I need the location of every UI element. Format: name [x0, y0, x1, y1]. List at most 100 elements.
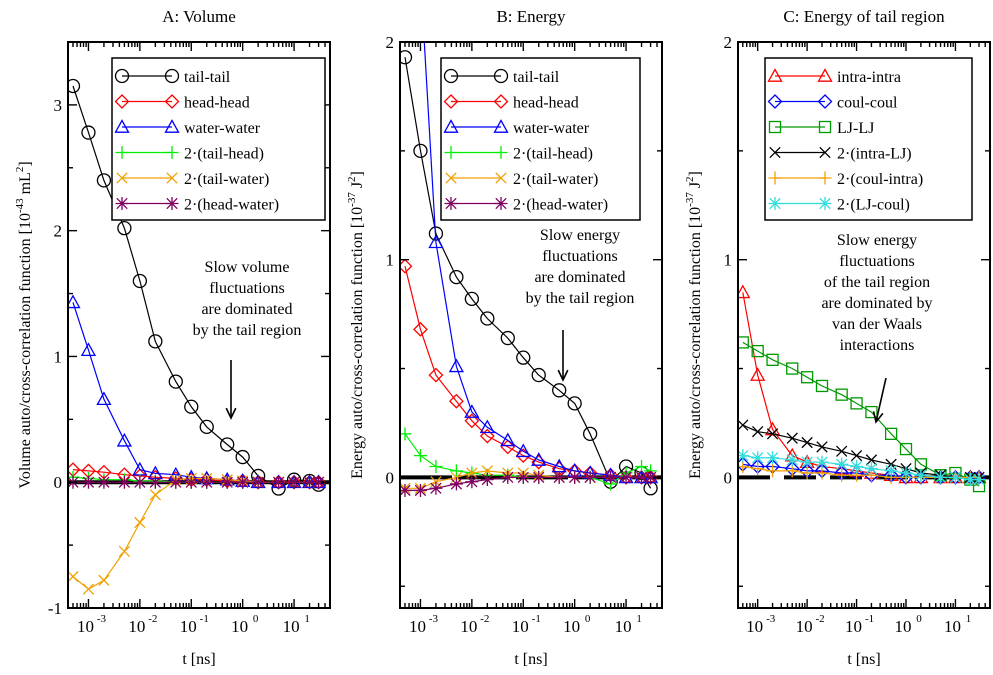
y-tick-label: 1 [386, 251, 395, 270]
legend-marker [165, 197, 179, 210]
data-point [899, 442, 913, 456]
annotation-line: Slow energy [540, 227, 620, 244]
legend-marker [115, 146, 129, 159]
data-point [914, 468, 928, 482]
legend-label: 2·(tail-head) [184, 146, 264, 163]
annotation-line: interactions [840, 337, 915, 354]
x-tick-label: 10 [563, 617, 580, 636]
legend-marker [817, 68, 833, 82]
x-tick-exponent: -1 [865, 613, 874, 625]
annotation-arrowhead [557, 369, 569, 382]
legend-label: 2·(tail-head) [513, 146, 593, 163]
data-point [972, 473, 986, 487]
legend-marker [116, 172, 128, 184]
x-tick-exponent: -1 [200, 613, 209, 625]
data-point [619, 470, 633, 484]
legend: tail-tail head-head water-water 2·(tail-hea… [111, 57, 326, 221]
x-axis-label: t [ns] [847, 651, 880, 668]
annotation-line: by the tail region [193, 322, 302, 339]
x-tick-exponent: 0 [253, 613, 259, 625]
data-point [400, 50, 413, 65]
data-point [635, 470, 649, 484]
data-point [466, 467, 478, 479]
x-axis: 10 -3 10 -2 10 -1 10 0 10 1 [67, 42, 331, 636]
data-point [500, 432, 516, 447]
y-axis-label-part: mL [17, 172, 34, 198]
data-point [801, 436, 813, 449]
plot-area [738, 284, 987, 493]
data-point [287, 475, 301, 489]
y-tick-label: 2 [54, 222, 63, 241]
legend-marker [114, 119, 130, 133]
data-point [481, 465, 493, 477]
x-tick-label: 10 [615, 617, 632, 636]
chart-title: A: Volume [162, 7, 236, 26]
legend-marker [818, 120, 832, 134]
data-point [449, 464, 463, 478]
data-point [400, 483, 412, 497]
data-point [97, 475, 111, 489]
data-point [449, 477, 463, 491]
y-axis: -1 0 1 2 3 [48, 41, 330, 618]
data-point [312, 475, 326, 489]
legend-box [764, 57, 973, 221]
legend-label: coul-coul [837, 95, 898, 112]
x-tick-exponent: -2 [480, 613, 489, 625]
x-tick-exponent: -2 [148, 613, 157, 625]
legend-marker [493, 94, 509, 109]
data-point [117, 475, 131, 489]
data-point [800, 455, 814, 469]
data-point [68, 294, 81, 309]
legend-label: 2·(tail-water) [513, 171, 598, 188]
data-point [500, 439, 516, 455]
x-tick-exponent: -3 [429, 613, 439, 625]
legend-marker [767, 68, 783, 82]
legend-label: head-head [184, 95, 250, 112]
data-point [184, 475, 198, 489]
legend-label: 2·(LJ-coul) [837, 197, 910, 214]
annotation-arrowhead [872, 411, 884, 424]
data-point [80, 342, 97, 357]
data-point [552, 470, 566, 484]
legend-marker [493, 68, 509, 84]
legend-marker [494, 197, 508, 210]
data-point [786, 432, 798, 444]
annotation: Slow energy fluctuations of the tail regio… [821, 232, 933, 424]
data-point [835, 388, 848, 401]
legend-label: 2·(tail-water) [184, 171, 269, 188]
y-axis-label-part: ] [687, 171, 704, 176]
legend-label: intra-intra [837, 69, 901, 86]
legend-label: 2·(intra-LJ) [837, 146, 912, 163]
legend-marker [444, 197, 458, 210]
data-point [738, 419, 749, 431]
data-point [429, 460, 443, 473]
x-tick-label: 10 [512, 617, 529, 636]
legend-marker [768, 171, 782, 185]
x-tick-exponent: -1 [532, 613, 541, 625]
legend-marker [166, 172, 178, 184]
y-axis-label-part: -43 [14, 198, 26, 213]
data-point [835, 457, 849, 471]
data-point [800, 466, 814, 480]
legend-marker [115, 197, 129, 210]
y-axis-label-part: Energy auto/cross-correlation function [… [349, 207, 366, 479]
plot-frame [399, 41, 663, 609]
series-line-2 [742, 341, 980, 487]
y-axis-label-part: Volume auto/cross-correlation function [… [17, 213, 34, 489]
chart-title: B: Energy [496, 7, 566, 26]
legend-marker [768, 197, 782, 210]
data-point [116, 432, 132, 447]
x-tick-exponent: 1 [966, 613, 972, 625]
legend-marker [445, 172, 457, 184]
data-point [272, 475, 286, 489]
x-tick-label: 10 [796, 617, 813, 636]
y-tick-label: 3 [54, 96, 63, 115]
legend-marker [495, 172, 507, 184]
annotation-arrow [875, 377, 887, 423]
annotation-line: fluctuations [839, 253, 915, 270]
y-axis-label-part: -37 [684, 192, 696, 207]
data-point [117, 221, 132, 236]
data-point [148, 475, 162, 489]
x-tick-label: 10 [460, 617, 477, 636]
legend-box [111, 57, 326, 221]
